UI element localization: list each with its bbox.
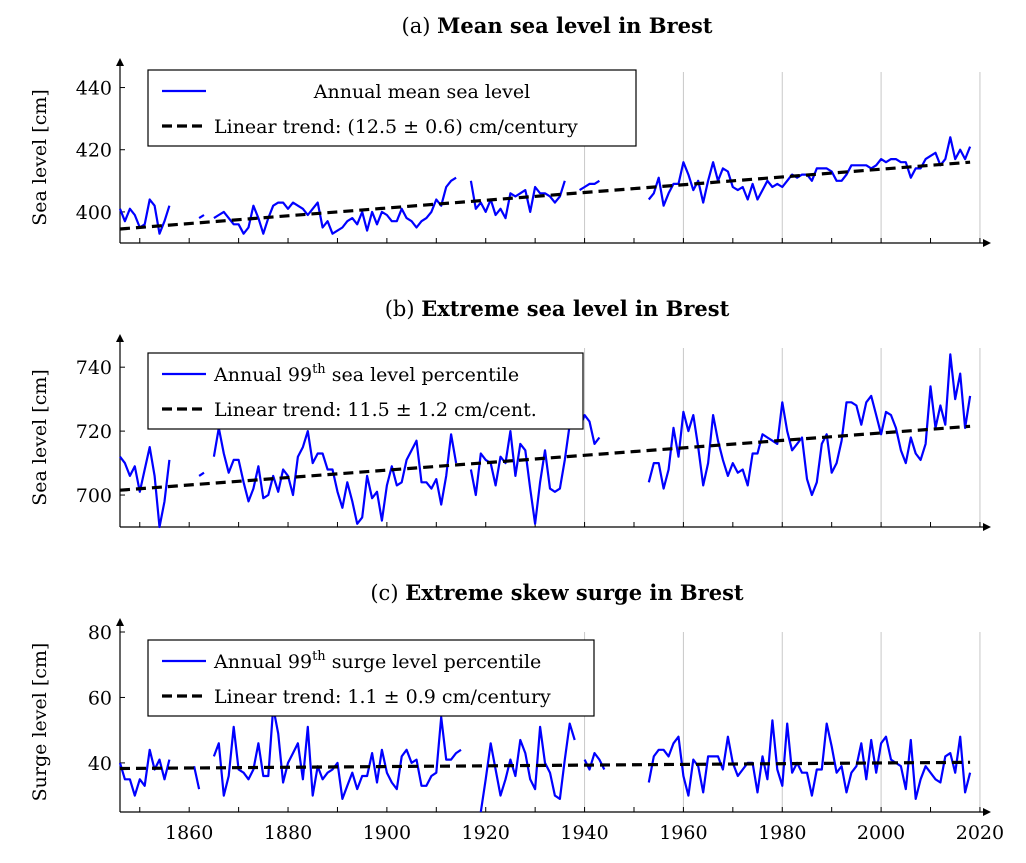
- chart-title: (b) Extreme sea level in Brest: [385, 296, 730, 321]
- y-tick-label: 60: [88, 687, 112, 709]
- y-tick-label: 400: [76, 202, 112, 224]
- x-axis-arrow: [983, 239, 991, 247]
- y-axis-label: Sea level [cm]: [29, 89, 51, 226]
- chart-panel-a: 400 420 440 Sea level [cm] (a) Mean sea leve…: [29, 13, 991, 247]
- legend-label-text: Annual mean sea level: [313, 81, 530, 103]
- x-tick-label: 1900: [363, 822, 411, 844]
- legend-label-superscript: th: [312, 362, 326, 377]
- x-axis-arrow: [983, 523, 991, 531]
- x-axis-arrow: [983, 808, 991, 816]
- y-axis-arrow: [116, 618, 124, 626]
- legend-label-superscript: th: [312, 649, 326, 664]
- chart-title-prefix: (c): [370, 581, 405, 605]
- trend-line: [119, 424, 971, 492]
- chart-title-main: Mean sea level in Brest: [437, 13, 713, 38]
- x-tick-label: 1860: [165, 822, 213, 844]
- y-axis-label: Sea level [cm]: [29, 369, 51, 506]
- data-series-line: [118, 706, 972, 813]
- legend-box: [147, 352, 584, 430]
- chart-panel-b: 700 720 740 Sea level [cm] (b) Extreme sea l…: [29, 296, 991, 531]
- legend-label-text: Linear trend: 11.5 ± 1.2 cm/cent.: [214, 399, 537, 421]
- legend-box: [147, 69, 637, 147]
- y-tick-label: 80: [88, 622, 112, 644]
- legend-label: Annual 99th surge level percentile: [213, 649, 541, 673]
- chart-title-main: Extreme skew surge in Brest: [405, 580, 744, 605]
- chart-title: (a) Mean sea level in Brest: [402, 13, 713, 38]
- x-tick-label: 2000: [857, 822, 905, 844]
- x-tick-label: 1980: [758, 822, 806, 844]
- y-tick-label: 740: [76, 357, 112, 379]
- x-tick-label: 2020: [956, 822, 1004, 844]
- legend-label-text: Linear trend: (12.5 ± 0.6) cm/century: [214, 116, 578, 138]
- y-tick-label: 700: [76, 485, 112, 507]
- legend-label-suffix: surge level percentile: [326, 651, 542, 673]
- legend-label: Linear trend: 1.1 ± 0.9 cm/century: [214, 686, 551, 708]
- chart-title-prefix: (b): [385, 297, 422, 321]
- y-axis-arrow: [116, 58, 124, 66]
- legend-label-text: Annual 99: [213, 364, 312, 386]
- y-tick-label: 420: [76, 140, 112, 162]
- chart-title-main: Extreme sea level in Brest: [421, 296, 729, 321]
- trend-line: [119, 760, 971, 771]
- chart-title-prefix: (a): [402, 14, 438, 38]
- x-tick-label: 1940: [560, 822, 608, 844]
- chart-panel-c: 1860 1880 1900 1920 1940 1960 1980 2000 2020 40 60…: [29, 580, 1004, 844]
- chart-title: (c) Extreme skew surge in Brest: [370, 580, 744, 605]
- legend-label-text: Annual 99: [213, 651, 312, 673]
- y-tick-label: 40: [88, 753, 112, 775]
- x-tick-label: 1920: [462, 822, 510, 844]
- legend-label: Annual 99th sea level percentile: [213, 362, 519, 386]
- trend-line: [119, 160, 971, 231]
- legend-box: [147, 639, 595, 717]
- y-axis-arrow: [116, 334, 124, 342]
- legend-label: Annual mean sea level: [313, 81, 530, 103]
- legend-label-suffix: sea level percentile: [326, 364, 519, 386]
- legend-label: Linear trend: (12.5 ± 0.6) cm/century: [214, 116, 578, 138]
- y-axis-label: Surge level [cm]: [29, 643, 51, 802]
- legend-label: Linear trend: 11.5 ± 1.2 cm/cent.: [214, 399, 537, 421]
- y-tick-label: 720: [76, 421, 112, 443]
- y-tick-label: 440: [76, 78, 112, 100]
- x-tick-label: 1880: [264, 822, 312, 844]
- legend-label-text: Linear trend: 1.1 ± 0.9 cm/century: [214, 686, 551, 708]
- x-tick-label: 1960: [659, 822, 707, 844]
- data-series-line: [118, 136, 972, 235]
- data-series-line: [119, 353, 972, 529]
